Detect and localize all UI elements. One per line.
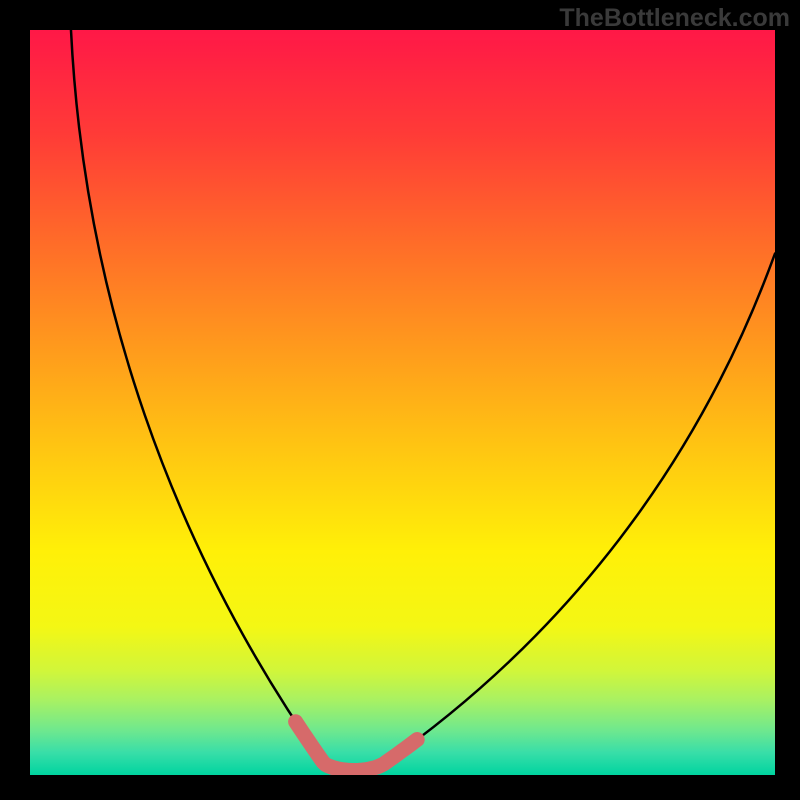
chart-container: TheBottleneck.com — [0, 0, 800, 800]
plot-area — [30, 30, 775, 775]
watermark-text: TheBottleneck.com — [559, 4, 790, 33]
